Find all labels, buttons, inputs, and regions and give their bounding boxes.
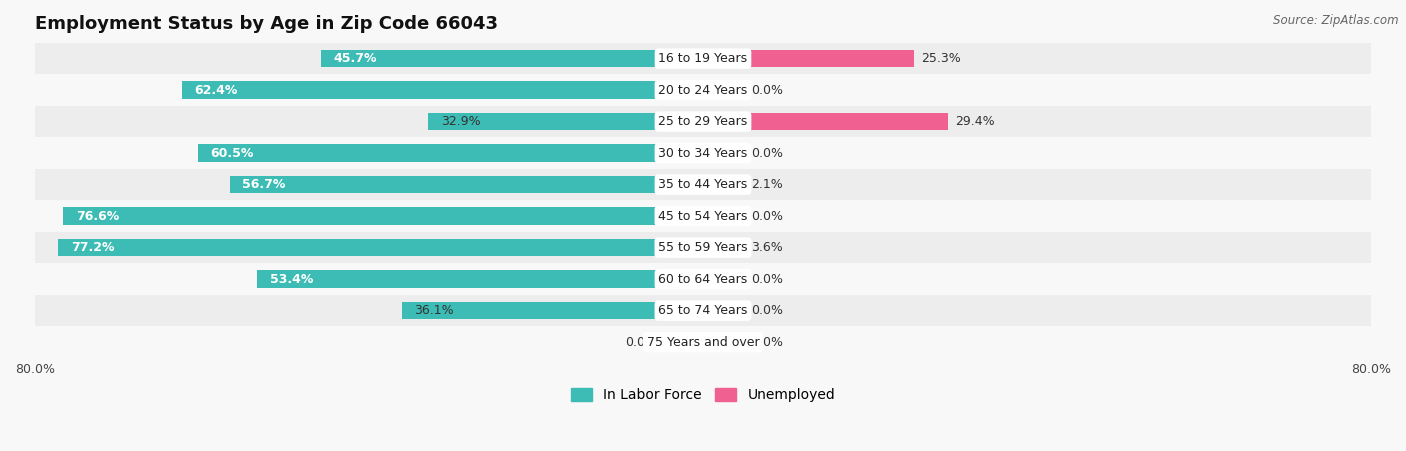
Text: 35 to 44 Years: 35 to 44 Years	[658, 178, 748, 191]
Bar	[703, 113, 949, 130]
Bar	[35, 200, 1371, 232]
Text: 0.0%: 0.0%	[751, 83, 783, 97]
Text: 0.0%: 0.0%	[751, 147, 783, 160]
Bar	[63, 207, 703, 225]
Text: 53.4%: 53.4%	[270, 273, 314, 285]
Bar	[703, 271, 745, 288]
Text: 65 to 74 Years: 65 to 74 Years	[658, 304, 748, 317]
Bar	[322, 50, 703, 67]
Bar	[181, 82, 703, 99]
Bar	[35, 74, 1371, 106]
Text: 76.6%: 76.6%	[76, 210, 120, 223]
Text: 45 to 54 Years: 45 to 54 Years	[658, 210, 748, 223]
Bar	[35, 106, 1371, 138]
Bar	[198, 144, 703, 162]
Text: 2.1%: 2.1%	[751, 178, 783, 191]
Bar	[703, 239, 745, 256]
Bar	[703, 144, 745, 162]
Text: 25.3%: 25.3%	[921, 52, 960, 65]
Text: 75 Years and over: 75 Years and over	[647, 336, 759, 349]
Text: Employment Status by Age in Zip Code 66043: Employment Status by Age in Zip Code 660…	[35, 15, 498, 33]
Text: 3.6%: 3.6%	[751, 241, 783, 254]
Text: 16 to 19 Years: 16 to 19 Years	[658, 52, 748, 65]
Bar	[35, 43, 1371, 74]
Text: 45.7%: 45.7%	[335, 52, 377, 65]
Bar	[35, 232, 1371, 263]
Text: 30 to 34 Years: 30 to 34 Years	[658, 147, 748, 160]
Bar	[35, 327, 1371, 358]
Bar	[703, 82, 745, 99]
Bar	[661, 333, 703, 351]
Text: 0.0%: 0.0%	[751, 336, 783, 349]
Text: 62.4%: 62.4%	[194, 83, 238, 97]
Text: 20 to 24 Years: 20 to 24 Years	[658, 83, 748, 97]
Text: 0.0%: 0.0%	[751, 210, 783, 223]
Text: 0.0%: 0.0%	[626, 336, 657, 349]
Legend: In Labor Force, Unemployed: In Labor Force, Unemployed	[565, 382, 841, 408]
Text: 56.7%: 56.7%	[242, 178, 285, 191]
Bar	[703, 207, 745, 225]
Text: 0.0%: 0.0%	[751, 304, 783, 317]
Text: 25 to 29 Years: 25 to 29 Years	[658, 115, 748, 128]
Text: 0.0%: 0.0%	[751, 273, 783, 285]
Bar	[703, 302, 745, 319]
Bar	[429, 113, 703, 130]
Bar	[703, 50, 914, 67]
Bar	[229, 176, 703, 193]
Text: 60 to 64 Years: 60 to 64 Years	[658, 273, 748, 285]
Text: 60.5%: 60.5%	[211, 147, 253, 160]
Text: 36.1%: 36.1%	[415, 304, 454, 317]
Bar	[257, 271, 703, 288]
Bar	[59, 239, 703, 256]
Bar	[703, 333, 745, 351]
Text: Source: ZipAtlas.com: Source: ZipAtlas.com	[1274, 14, 1399, 27]
Text: 32.9%: 32.9%	[441, 115, 481, 128]
Bar	[35, 263, 1371, 295]
Bar	[35, 295, 1371, 327]
Text: 29.4%: 29.4%	[955, 115, 995, 128]
Text: 77.2%: 77.2%	[70, 241, 114, 254]
Text: 55 to 59 Years: 55 to 59 Years	[658, 241, 748, 254]
Bar	[402, 302, 703, 319]
Bar	[703, 176, 745, 193]
Bar	[35, 138, 1371, 169]
Bar	[35, 169, 1371, 200]
